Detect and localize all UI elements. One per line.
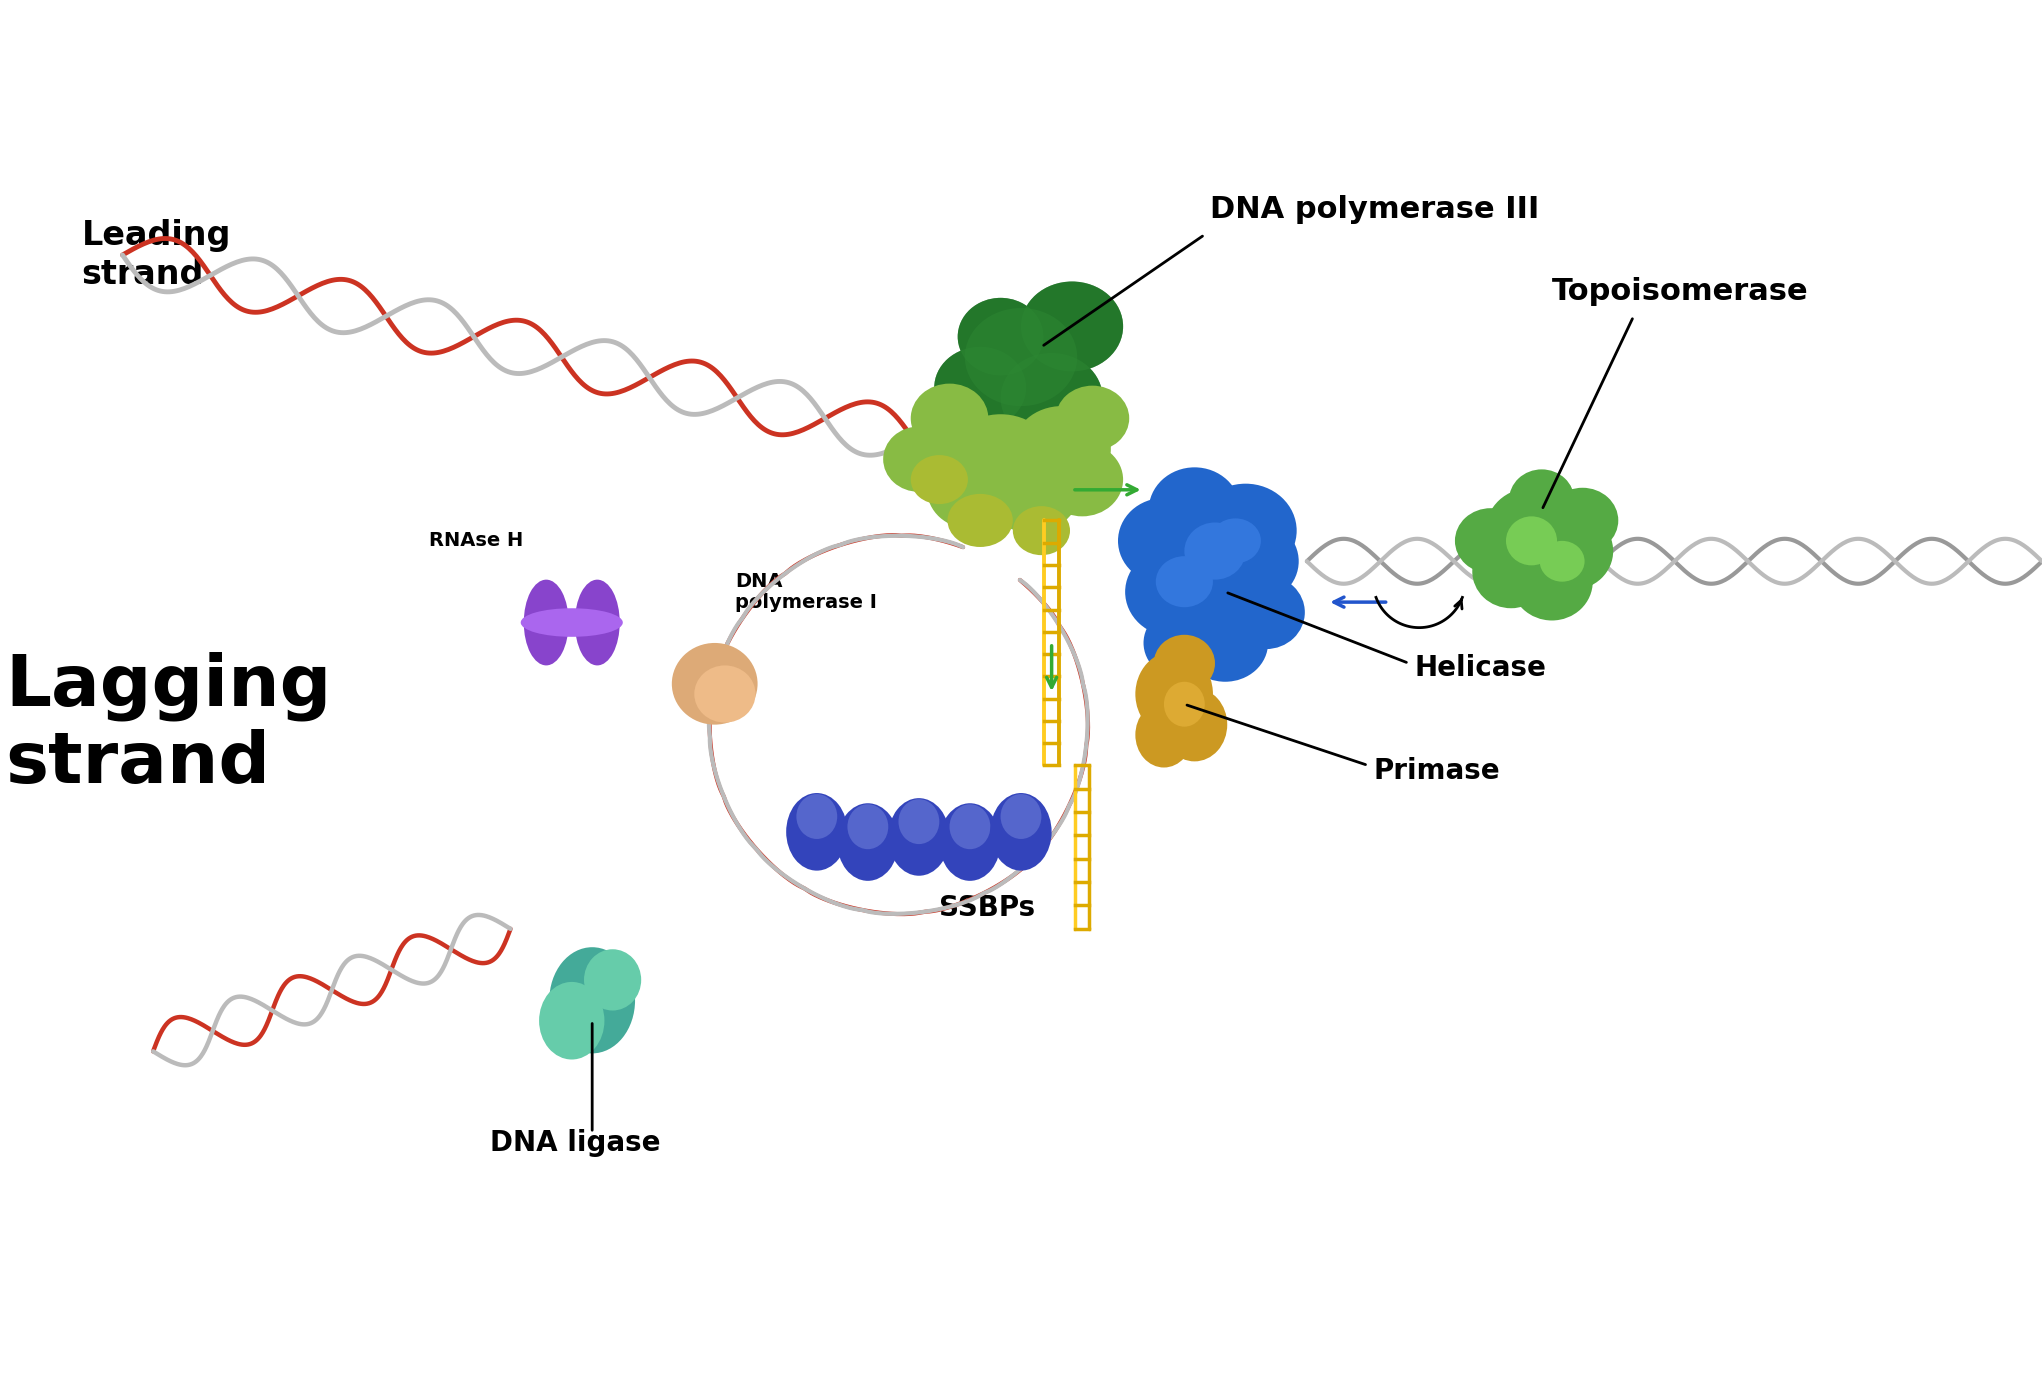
Ellipse shape	[576, 580, 621, 665]
Ellipse shape	[539, 981, 604, 1059]
Ellipse shape	[796, 794, 837, 838]
Ellipse shape	[958, 298, 1043, 375]
Ellipse shape	[1119, 498, 1209, 584]
Ellipse shape	[911, 455, 968, 504]
Ellipse shape	[584, 949, 641, 1010]
Ellipse shape	[1001, 353, 1103, 443]
Ellipse shape	[1135, 702, 1193, 768]
Ellipse shape	[966, 308, 1078, 407]
Ellipse shape	[888, 798, 950, 876]
Text: DNA
polymerase I: DNA polymerase I	[735, 572, 876, 612]
Ellipse shape	[837, 804, 898, 881]
Ellipse shape	[939, 804, 1001, 881]
Text: Helicase: Helicase	[1413, 655, 1546, 683]
Ellipse shape	[1182, 604, 1268, 682]
Ellipse shape	[1144, 607, 1225, 680]
Ellipse shape	[1150, 508, 1262, 615]
Ellipse shape	[1548, 487, 1617, 552]
Ellipse shape	[947, 494, 1013, 547]
Ellipse shape	[1156, 557, 1213, 607]
Text: DNA ligase: DNA ligase	[490, 1130, 660, 1158]
Ellipse shape	[1532, 512, 1613, 590]
Text: SSBPs: SSBPs	[939, 894, 1035, 923]
Ellipse shape	[523, 580, 568, 665]
Text: Leading
strand: Leading strand	[82, 219, 231, 290]
Ellipse shape	[1135, 651, 1213, 737]
Ellipse shape	[1485, 487, 1578, 573]
Ellipse shape	[1540, 541, 1585, 582]
Ellipse shape	[1125, 547, 1223, 637]
Ellipse shape	[950, 804, 990, 849]
Text: Primase: Primase	[1372, 756, 1501, 784]
Ellipse shape	[1148, 468, 1239, 552]
Text: RNAse H: RNAse H	[429, 532, 523, 551]
Ellipse shape	[1507, 516, 1558, 565]
Ellipse shape	[990, 793, 1052, 870]
Ellipse shape	[958, 298, 1043, 375]
Ellipse shape	[1509, 469, 1574, 530]
Ellipse shape	[521, 608, 623, 637]
Ellipse shape	[933, 347, 1027, 429]
Ellipse shape	[947, 414, 1054, 504]
Ellipse shape	[1454, 508, 1525, 573]
Ellipse shape	[1195, 483, 1297, 577]
Ellipse shape	[1209, 518, 1262, 564]
Ellipse shape	[1184, 522, 1246, 580]
Ellipse shape	[982, 447, 1080, 533]
Ellipse shape	[1001, 794, 1041, 838]
Ellipse shape	[1213, 520, 1299, 602]
Ellipse shape	[1227, 576, 1305, 650]
Ellipse shape	[911, 383, 988, 452]
Ellipse shape	[933, 347, 1027, 429]
Ellipse shape	[847, 804, 888, 849]
Text: Topoisomerase: Topoisomerase	[1552, 278, 1809, 305]
Ellipse shape	[1162, 688, 1227, 762]
Ellipse shape	[672, 643, 758, 725]
Ellipse shape	[1511, 543, 1593, 620]
Ellipse shape	[1021, 282, 1123, 372]
Ellipse shape	[1164, 682, 1205, 727]
Ellipse shape	[549, 947, 635, 1053]
Ellipse shape	[898, 799, 939, 844]
Ellipse shape	[1172, 543, 1278, 641]
Ellipse shape	[1154, 634, 1215, 693]
Ellipse shape	[927, 451, 1013, 529]
Ellipse shape	[1056, 386, 1129, 451]
Ellipse shape	[694, 665, 756, 723]
Ellipse shape	[1001, 353, 1103, 443]
Ellipse shape	[1041, 443, 1123, 516]
Ellipse shape	[966, 308, 1078, 407]
Ellipse shape	[1472, 534, 1550, 608]
Ellipse shape	[1013, 507, 1070, 555]
Ellipse shape	[1021, 282, 1123, 372]
Text: DNA polymerase III: DNA polymerase III	[1209, 196, 1540, 225]
Ellipse shape	[786, 793, 847, 870]
Ellipse shape	[1013, 407, 1111, 491]
Ellipse shape	[882, 426, 956, 491]
Text: Lagging
strand: Lagging strand	[6, 651, 331, 798]
